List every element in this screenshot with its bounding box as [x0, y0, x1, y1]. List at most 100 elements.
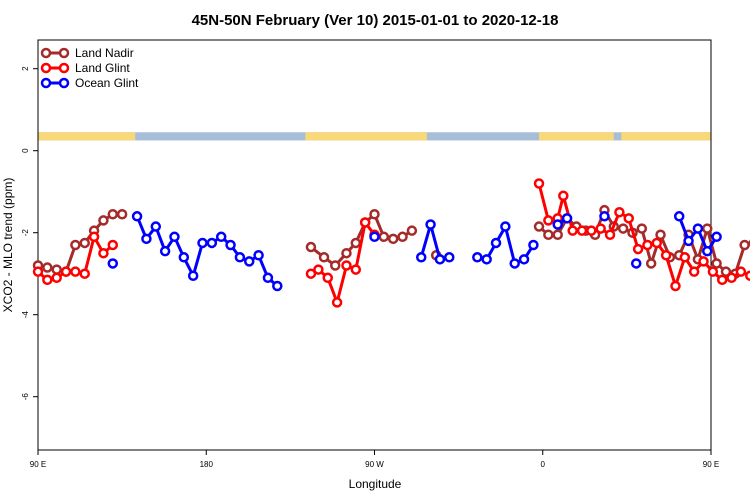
land-nadir-point — [98, 215, 109, 226]
land-glint-point — [359, 217, 371, 228]
land-nadir-point — [369, 209, 380, 220]
y-tick-label: -6 — [21, 393, 30, 401]
land-glint-point — [651, 237, 663, 249]
land-nadir-point — [739, 239, 750, 251]
land-glint-point — [313, 264, 324, 275]
x-tick-label: 90 W — [365, 460, 384, 469]
ocean-glint-point — [711, 231, 722, 243]
ocean-glint-point — [528, 239, 539, 251]
ocean-glint-point — [206, 237, 218, 249]
land-band — [539, 132, 614, 141]
ocean-glint-point — [509, 258, 520, 269]
land-nadir-point — [318, 252, 330, 263]
land-nadir-point — [397, 231, 408, 243]
land-glint-point — [60, 266, 72, 277]
legend-marker — [58, 77, 70, 89]
land-glint-point — [51, 272, 62, 284]
land-ocean-strip — [38, 132, 711, 141]
land-glint-point — [331, 297, 343, 308]
ocean-glint-point — [692, 223, 704, 234]
land-glint-point — [670, 280, 681, 292]
land-nadir-point — [378, 231, 390, 243]
ocean-glint-point — [141, 233, 152, 245]
land-glint-point — [350, 264, 362, 275]
y-tick-label: 2 — [21, 66, 30, 71]
land-glint-point — [305, 268, 317, 279]
land-nadir-point — [720, 266, 732, 277]
x-tick-label: 90 E — [30, 460, 46, 469]
ocean-glint-point — [262, 272, 274, 284]
land-glint-point — [698, 256, 709, 267]
land-glint-point — [604, 229, 616, 240]
land-glint-point — [716, 274, 728, 286]
land-glint-point — [595, 223, 606, 234]
legend-marker — [58, 47, 70, 59]
land-nadir-point — [636, 223, 648, 234]
ocean-glint-point — [197, 237, 208, 249]
land-glint-point — [88, 231, 100, 243]
ocean-glint-point — [159, 245, 171, 257]
y-axis-label: XCO2 - MLO trend (ppm) — [1, 178, 15, 313]
land-nadir-point — [350, 237, 362, 249]
ocean-glint-point — [518, 254, 530, 265]
land-glint-point — [745, 270, 750, 281]
legend-label: Land Nadir — [75, 46, 134, 60]
legend-marker — [58, 62, 70, 74]
ocean-glint-point — [215, 231, 227, 243]
x-tick-label: 180 — [200, 460, 214, 469]
ocean-glint-point — [243, 256, 255, 267]
land-glint-point — [735, 266, 747, 277]
land-nadir-point — [341, 247, 352, 259]
land-glint-point — [642, 239, 653, 251]
land-nadir-point — [655, 229, 666, 240]
legend-item-ocean-glint: Ocean Glint — [40, 76, 139, 90]
land-nadir-point — [79, 237, 90, 249]
land-nadir-point — [543, 229, 554, 240]
land-glint-point — [42, 274, 53, 286]
land-nadir-point — [329, 260, 341, 271]
land-glint-point — [543, 215, 554, 226]
legend-label: Ocean Glint — [75, 76, 139, 90]
land-band — [38, 132, 136, 141]
ocean-glint-point — [131, 211, 143, 222]
land-glint-point — [107, 239, 119, 251]
land-nadir-point — [702, 223, 713, 234]
y-tick-label: 0 — [21, 148, 30, 153]
land-glint-point — [322, 272, 334, 284]
land-glint-point — [533, 178, 545, 189]
ocean-glint-point — [169, 231, 180, 243]
land-nadir-point — [70, 239, 81, 251]
land-nadir-point — [711, 258, 722, 269]
ocean-glint-point — [434, 254, 446, 265]
land-glint-point — [341, 260, 352, 271]
ocean-glint-point — [107, 258, 119, 269]
land-glint-point — [707, 266, 719, 277]
ocean-glint-point — [552, 219, 563, 230]
ocean-glint-point — [472, 252, 483, 263]
series-ocean-glint — [107, 211, 722, 292]
plot-frame — [37, 39, 712, 451]
ocean-glint-point — [490, 237, 502, 249]
plot-area: 90 E 180 90 W 0 90 E 2 0 -2 -4 -6 — [21, 39, 750, 469]
ocean-glint-point — [187, 270, 199, 281]
ocean-glint-point — [369, 231, 380, 243]
land-band — [621, 132, 711, 141]
land-nadir-point — [116, 209, 128, 220]
legend-marker — [40, 47, 52, 59]
land-nadir-point — [387, 233, 399, 245]
land-glint-point — [726, 272, 737, 284]
land-glint-point — [576, 225, 588, 236]
land-nadir-point — [406, 225, 418, 236]
series-land-glint — [32, 178, 750, 308]
ocean-glint-point — [415, 252, 427, 263]
y-tick-label: -2 — [21, 229, 30, 237]
legend-marker — [40, 77, 52, 89]
land-nadir-point — [305, 241, 317, 253]
ocean-glint-point — [673, 211, 685, 222]
ocean-glint-point — [150, 221, 162, 232]
land-glint-point — [632, 243, 644, 255]
land-nadir-point — [645, 258, 657, 269]
legend-marker — [40, 62, 52, 74]
